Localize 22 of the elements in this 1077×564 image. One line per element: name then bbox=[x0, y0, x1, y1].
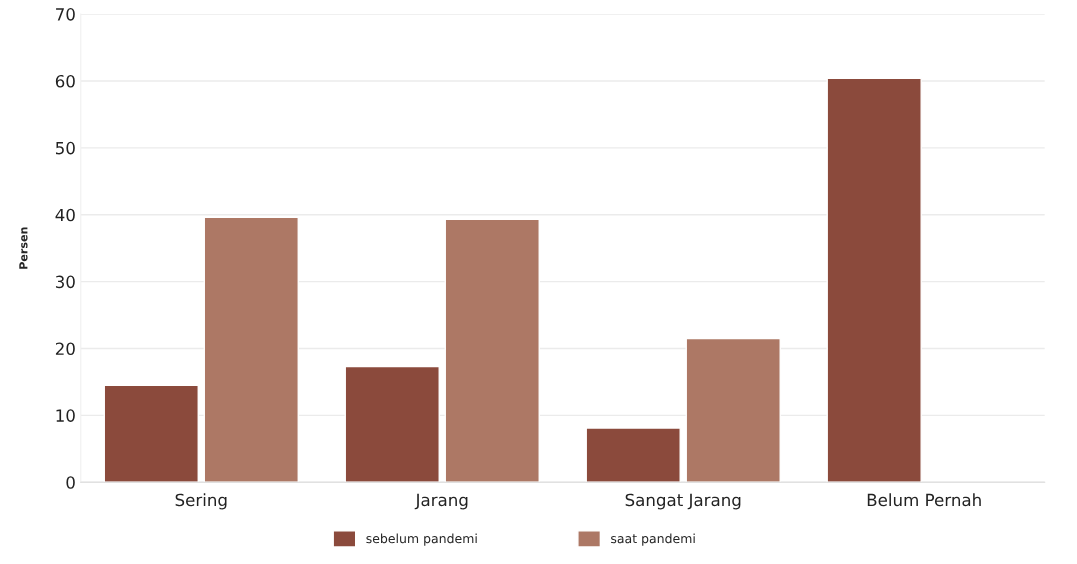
bar bbox=[103, 384, 199, 483]
bar bbox=[203, 216, 299, 483]
y-tick-label: 30 bbox=[55, 275, 75, 289]
y-tick-label: 60 bbox=[55, 74, 75, 88]
legend-label: sebelum pandemi bbox=[366, 533, 477, 546]
y-tick-label: 10 bbox=[56, 409, 75, 422]
bar bbox=[344, 365, 440, 483]
x-tick-label: Sangat Jarang bbox=[625, 493, 741, 510]
y-tick-label: 40 bbox=[55, 208, 75, 222]
y-tick-label: 0 bbox=[66, 476, 75, 489]
bar bbox=[444, 218, 540, 483]
y-tick-label: 70 bbox=[56, 8, 75, 21]
y-tick-label: 50 bbox=[55, 141, 75, 155]
x-tick-label: Belum Pernah bbox=[867, 493, 981, 507]
bar bbox=[826, 77, 922, 483]
bar bbox=[685, 337, 781, 483]
legend-label: saat pandemi bbox=[611, 533, 695, 546]
y-axis-title: Persen bbox=[19, 227, 28, 269]
y-tick-label: 20 bbox=[55, 342, 75, 356]
x-tick-label: Jarang bbox=[414, 493, 468, 510]
bar bbox=[585, 427, 681, 483]
x-tick-label: Sering bbox=[175, 493, 227, 510]
